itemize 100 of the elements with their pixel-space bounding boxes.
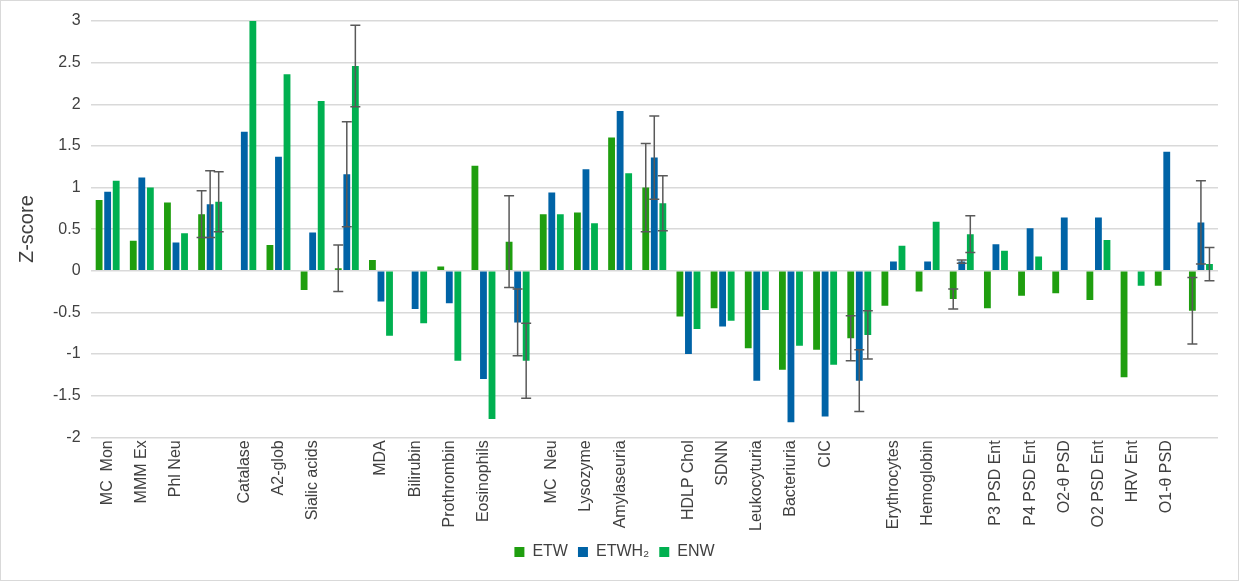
x-tick-label: Amylaseuria — [610, 440, 628, 529]
legend-label: ETWH₂ — [595, 542, 650, 560]
x-tick-label: Hemoglobin — [918, 440, 936, 526]
bar — [249, 21, 257, 271]
x-tick-label: SDNN — [713, 440, 731, 486]
bar — [813, 271, 820, 350]
bar — [676, 271, 684, 317]
bar — [753, 271, 761, 381]
bar — [685, 271, 692, 355]
bar — [821, 271, 829, 417]
bar — [616, 110, 624, 271]
bar — [574, 212, 581, 271]
bar — [369, 259, 376, 271]
bar — [1154, 271, 1162, 286]
bar — [129, 240, 137, 271]
x-tick-label: CIC — [815, 440, 833, 468]
bar — [146, 187, 154, 271]
bar — [625, 173, 633, 271]
x-tick-label: Lysozyme — [576, 440, 594, 512]
bar — [445, 271, 453, 304]
bar — [480, 271, 487, 379]
bar — [1060, 217, 1068, 271]
bar — [591, 223, 598, 271]
bar — [556, 214, 564, 271]
y-tick-label: 0 — [71, 261, 81, 279]
bar — [1052, 271, 1060, 294]
bar — [761, 271, 769, 310]
bar — [830, 271, 838, 365]
y-tick-label: 3 — [71, 11, 81, 29]
bar — [847, 271, 855, 339]
legend-label: ETW — [532, 542, 569, 560]
bar — [1137, 271, 1145, 286]
bar — [437, 266, 445, 271]
bar — [1095, 217, 1102, 271]
bar — [275, 156, 282, 271]
bar — [164, 202, 171, 271]
bar — [240, 131, 248, 271]
x-tick-label: Sialic acids — [303, 440, 321, 521]
x-tick-label: MDA — [371, 439, 389, 476]
bar — [924, 261, 932, 271]
y-tick-label: 0.5 — [58, 219, 81, 237]
x-tick-label: MC Neu — [542, 440, 560, 504]
bar — [104, 191, 112, 271]
x-tick-label: Prothrombin — [439, 440, 457, 528]
bar — [1035, 256, 1043, 271]
x-tick-label: MMM Ex — [132, 440, 150, 504]
x-tick-label: HDLP Chol — [678, 440, 696, 521]
y-tick-label: -1.5 — [52, 386, 81, 404]
bar — [727, 271, 735, 321]
y-axis-title: Z-score — [14, 195, 37, 264]
bar — [966, 234, 974, 271]
bar — [411, 271, 419, 310]
bar — [983, 271, 991, 309]
bar — [138, 177, 146, 271]
bar — [642, 187, 650, 271]
bar — [181, 233, 188, 271]
bar — [1001, 250, 1008, 271]
x-tick-label: Leukocyturia — [747, 440, 765, 531]
bar — [1163, 151, 1171, 271]
bar — [855, 271, 863, 381]
y-tick-label: 1.5 — [58, 136, 81, 154]
bar — [351, 65, 359, 271]
y-tick-label: 2 — [71, 94, 81, 112]
bar — [95, 200, 103, 271]
bar — [539, 214, 547, 271]
x-tick-label: Phl Neu — [166, 440, 184, 498]
bar — [112, 180, 120, 271]
bar — [1026, 228, 1034, 271]
y-tick-label: -1 — [66, 344, 81, 362]
bar — [1086, 271, 1094, 300]
x-tick-label: P3 PSD Ent — [986, 439, 1004, 526]
x-tick-label: HRV Ent — [1122, 439, 1140, 503]
bar — [198, 214, 206, 271]
x-tick-label: A2-glob — [268, 440, 286, 496]
y-tick-label: -2 — [66, 427, 81, 445]
y-tick-label: -0.5 — [52, 302, 81, 320]
x-tick-label: O2 PSD Ent — [1088, 439, 1106, 528]
x-tick-label: Eosinophils — [473, 440, 491, 523]
bar — [744, 271, 752, 349]
bar — [420, 271, 428, 324]
x-tick-label: Bacteriuria — [781, 440, 799, 517]
bar — [309, 232, 317, 271]
bar — [719, 271, 727, 327]
bar — [932, 221, 940, 271]
x-tick-label: MC Mon — [98, 440, 116, 506]
bar — [548, 192, 556, 271]
bar — [778, 271, 786, 370]
bar — [796, 271, 803, 346]
bar — [300, 271, 308, 290]
bar — [890, 261, 897, 271]
x-tick-label: O2-θ PSD — [1054, 440, 1072, 514]
x-tick-label: P4 PSD Ent — [1020, 439, 1038, 526]
bar — [454, 271, 462, 361]
bar — [1018, 271, 1025, 296]
bar — [317, 100, 325, 271]
y-tick-label: 2.5 — [58, 53, 81, 71]
x-tick-label: Bilirubin — [405, 440, 423, 498]
x-tick-label: Erythrocytes — [883, 440, 901, 530]
bar — [386, 271, 393, 336]
y-tick-label: 1 — [71, 177, 81, 195]
